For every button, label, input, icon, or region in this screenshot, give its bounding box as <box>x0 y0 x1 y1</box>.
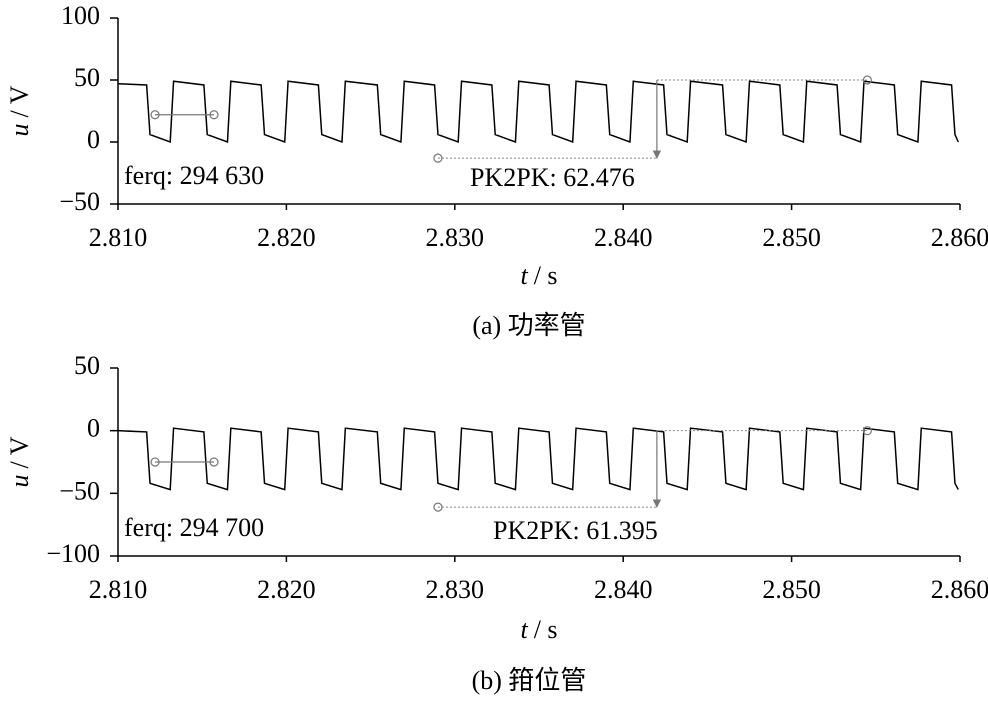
x-tick-label: 2.840 <box>594 223 653 252</box>
x-tick-label: 2.810 <box>89 575 148 604</box>
x-label-symbol: t <box>520 615 528 644</box>
x-label-symbol: t <box>520 261 528 290</box>
x-tick-label: 2.850 <box>762 575 821 604</box>
annotation: ferq: 294 700 <box>124 513 264 542</box>
y-label-symbol: u <box>5 475 34 488</box>
y-label-unit: / V <box>5 85 34 117</box>
x-label-unit: / s <box>534 615 558 644</box>
x-axis-label: t / s <box>520 261 557 290</box>
y-tick-label: −100 <box>46 539 100 568</box>
y-tick-label: 50 <box>74 63 100 92</box>
pk-cursor-point <box>862 426 872 436</box>
x-tick-label: 2.830 <box>426 223 485 252</box>
y-label-symbol: u <box>5 124 34 137</box>
x-axis-label: t / s <box>520 615 557 644</box>
annotation: PK2PK: 62.476 <box>470 163 635 192</box>
y-tick-label: 50 <box>74 351 100 380</box>
freq-cursor-point <box>209 110 219 120</box>
y-tick-label: 0 <box>87 414 100 443</box>
pk-cursor-point <box>433 153 443 163</box>
y-tick-label: −50 <box>59 187 100 216</box>
annotation: ferq: 294 630 <box>124 161 264 190</box>
x-tick-label: 2.840 <box>594 575 653 604</box>
waveform <box>117 427 959 491</box>
pk-cursor-point <box>862 75 872 85</box>
x-tick-label: 2.860 <box>931 223 988 252</box>
pk-cursor-point <box>433 502 443 512</box>
waveform <box>117 80 960 144</box>
x-label-unit: / s <box>534 261 558 290</box>
caption: (b) 箝位管 <box>472 666 587 695</box>
caption: (a) 功率管 <box>472 311 585 340</box>
x-tick-label: 2.810 <box>89 223 148 252</box>
y-label-unit: / V <box>5 436 34 468</box>
y-axis-label: u / V <box>5 85 34 136</box>
y-tick-label: −50 <box>59 476 100 505</box>
x-tick-label: 2.860 <box>931 575 988 604</box>
annotation: PK2PK: 61.395 <box>493 516 658 545</box>
freq-cursor-point <box>209 457 219 467</box>
x-tick-label: 2.850 <box>762 223 821 252</box>
x-tick-label: 2.820 <box>257 575 316 604</box>
freq-cursor-point <box>150 110 160 120</box>
x-tick-label: 2.830 <box>426 575 485 604</box>
freq-cursor-point <box>150 457 160 467</box>
y-axis-label: u / V <box>5 436 34 487</box>
x-tick-label: 2.820 <box>257 223 316 252</box>
y-tick-label: 100 <box>61 1 100 30</box>
y-tick-label: 0 <box>87 125 100 154</box>
